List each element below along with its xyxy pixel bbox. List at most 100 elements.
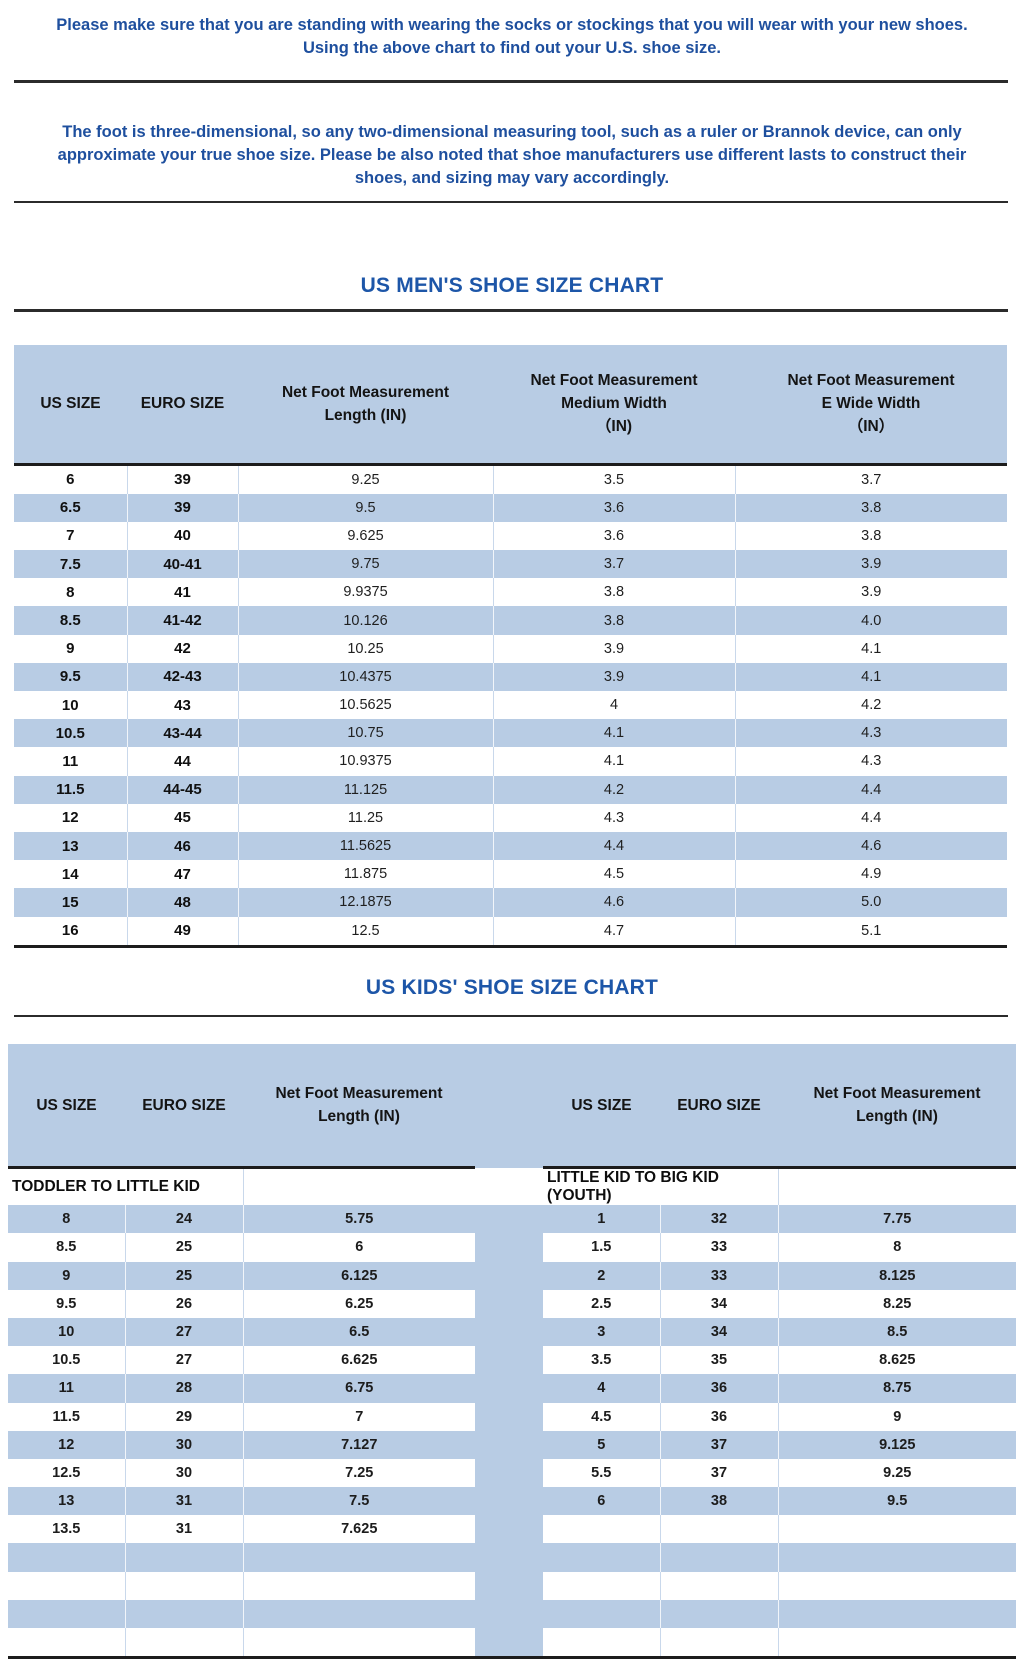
kids-chart-title: US KIDS' SHOE SIZE CHART <box>365 975 659 999</box>
size-cell <box>777 1628 1016 1658</box>
size-cell: 39 <box>126 493 238 522</box>
size-cell: 49 <box>126 916 238 947</box>
size-cell: 13 <box>14 831 127 861</box>
column-header: EURO SIZE <box>660 1044 778 1170</box>
size-cell: 3.7 <box>734 464 1007 494</box>
size-cell: 43-44 <box>126 719 238 748</box>
size-cell: 25 <box>124 1233 243 1262</box>
size-cell: 6.125 <box>242 1261 475 1290</box>
table-row: 7.5 40-41 9.75 3.7 3.9 <box>14 550 1007 579</box>
size-cell: 9 <box>8 1261 125 1290</box>
size-cell: 10.75 <box>237 719 493 748</box>
size-cell: 34 <box>659 1317 778 1347</box>
size-cell: 3.5 <box>492 464 735 494</box>
size-cell: 13.5 <box>52 1521 81 1538</box>
table-row: 9 42 10.25 3.9 4.1 <box>14 634 1007 663</box>
column-header: EURO SIZE <box>127 344 238 466</box>
size-cell: 10.5625 <box>237 691 493 720</box>
table-row: 11.5 29 7 4.5 36 9 <box>8 1402 1016 1431</box>
size-cell: 15 <box>14 888 127 917</box>
size-cell: 10.5 <box>52 1352 81 1369</box>
gap-column <box>475 1430 543 1459</box>
table-row: 6.5 39 9.5 3.6 3.8 <box>14 493 1007 522</box>
size-cell: 4.4 <box>734 775 1007 804</box>
gap-column <box>475 1543 543 1572</box>
size-cell: 7 <box>242 1402 475 1431</box>
gap-column <box>475 1628 543 1658</box>
size-cell: 7 <box>66 527 75 545</box>
column-header: US SIZE <box>8 1044 125 1170</box>
size-cell: 3.6 <box>492 521 735 551</box>
size-cell: 10 <box>8 1317 125 1347</box>
size-cell: 26 <box>124 1289 243 1318</box>
size-cell: 8 <box>66 583 75 601</box>
table-row: 10.5 43-44 10.75 4.1 4.3 <box>14 719 1007 748</box>
size-cell: 25 <box>124 1261 243 1290</box>
size-cell <box>242 1167 475 1206</box>
gap-column <box>475 1261 543 1290</box>
size-cell: 24 <box>124 1205 243 1234</box>
size-cell <box>242 1543 475 1572</box>
table-row: 13.5 31 7.625 <box>8 1515 1016 1544</box>
size-cell <box>124 1599 243 1628</box>
size-cell: 4.2 <box>734 691 1007 720</box>
size-cell <box>124 1628 243 1658</box>
size-cell <box>8 1599 125 1628</box>
table-row: 16 49 12.5 4.7 5.1 <box>14 916 1007 947</box>
table-row: 13 46 11.5625 4.4 4.6 <box>14 831 1007 861</box>
size-cell: 45 <box>126 803 238 832</box>
table-row: 12 45 11.25 4.3 4.4 <box>14 803 1007 832</box>
size-cell: 6.5 <box>242 1317 475 1347</box>
table-row: 11 44 10.9375 4.1 4.3 <box>14 747 1007 776</box>
gap-column <box>475 1458 543 1488</box>
size-cell: 30 <box>124 1430 243 1459</box>
column-header: Net Foot Measurement Length (IN) <box>243 1044 475 1170</box>
size-cell: 12 <box>61 809 79 827</box>
kids-table-body: TODDLER TO LITTLE KID LITTLE KID TO BIG K… <box>8 1167 1016 1658</box>
gap-column <box>475 1205 543 1234</box>
size-cell: 9.75 <box>237 550 493 579</box>
size-cell: 3.8 <box>492 606 735 635</box>
size-cell: 12.5 <box>52 1464 81 1481</box>
column-header: Net Foot Measurement E Wide Width （IN） <box>735 344 1007 466</box>
column-header: Net Foot Measurement Length (IN) <box>778 1044 1016 1170</box>
gap-column <box>475 1317 543 1347</box>
table-row: 8.5 25 6 1.5 33 8 <box>8 1233 1016 1262</box>
table-row <box>8 1628 1016 1658</box>
size-cell: 4 <box>543 1374 660 1403</box>
size-cell: 27 <box>124 1317 243 1347</box>
table-row: 8 24 5.75 1 32 7.75 <box>8 1205 1016 1234</box>
size-cell: 4.1 <box>734 634 1007 663</box>
size-cell <box>242 1599 475 1628</box>
size-cell: 10 <box>61 696 79 714</box>
size-cell: 40 <box>126 521 238 551</box>
gap-column <box>475 1515 543 1544</box>
size-cell: 9.5 <box>14 662 127 691</box>
size-cell: 7.127 <box>242 1430 475 1459</box>
size-cell: 36 <box>659 1374 778 1403</box>
size-cell: 6.25 <box>242 1289 475 1318</box>
size-cell: 4 <box>492 691 735 720</box>
column-header: EURO SIZE <box>125 1044 243 1170</box>
size-cell: 10.4375 <box>237 662 493 691</box>
size-cell: 8 <box>8 1205 125 1234</box>
table-row: 8 41 9.9375 3.8 3.9 <box>14 578 1007 607</box>
size-cell: 3.8 <box>734 493 1007 522</box>
section-label-youth: LITTLE KID TO BIG KID (YOUTH) <box>543 1167 778 1206</box>
size-cell: 9.25 <box>777 1458 1016 1488</box>
size-cell: 7.5 <box>14 550 127 579</box>
size-cell: 9.5 <box>56 1295 77 1312</box>
size-cell <box>777 1543 1016 1572</box>
table-row: 9 25 6.125 2 33 8.125 <box>8 1261 1016 1290</box>
size-cell <box>8 1572 125 1600</box>
size-cell: 28 <box>124 1374 243 1403</box>
size-cell: 5 <box>543 1430 660 1459</box>
size-cell <box>543 1543 660 1572</box>
size-cell <box>543 1628 660 1658</box>
kids-header-row: US SIZE EURO SIZE Net Foot Measurement Leng… <box>8 1044 1016 1170</box>
size-cell <box>777 1515 1016 1544</box>
column-header: Net Foot Measurement Length (IN) <box>238 344 493 466</box>
size-cell: 3.9 <box>492 634 735 663</box>
size-cell: 8.75 <box>777 1374 1016 1403</box>
size-cell: 4.1 <box>492 719 735 748</box>
